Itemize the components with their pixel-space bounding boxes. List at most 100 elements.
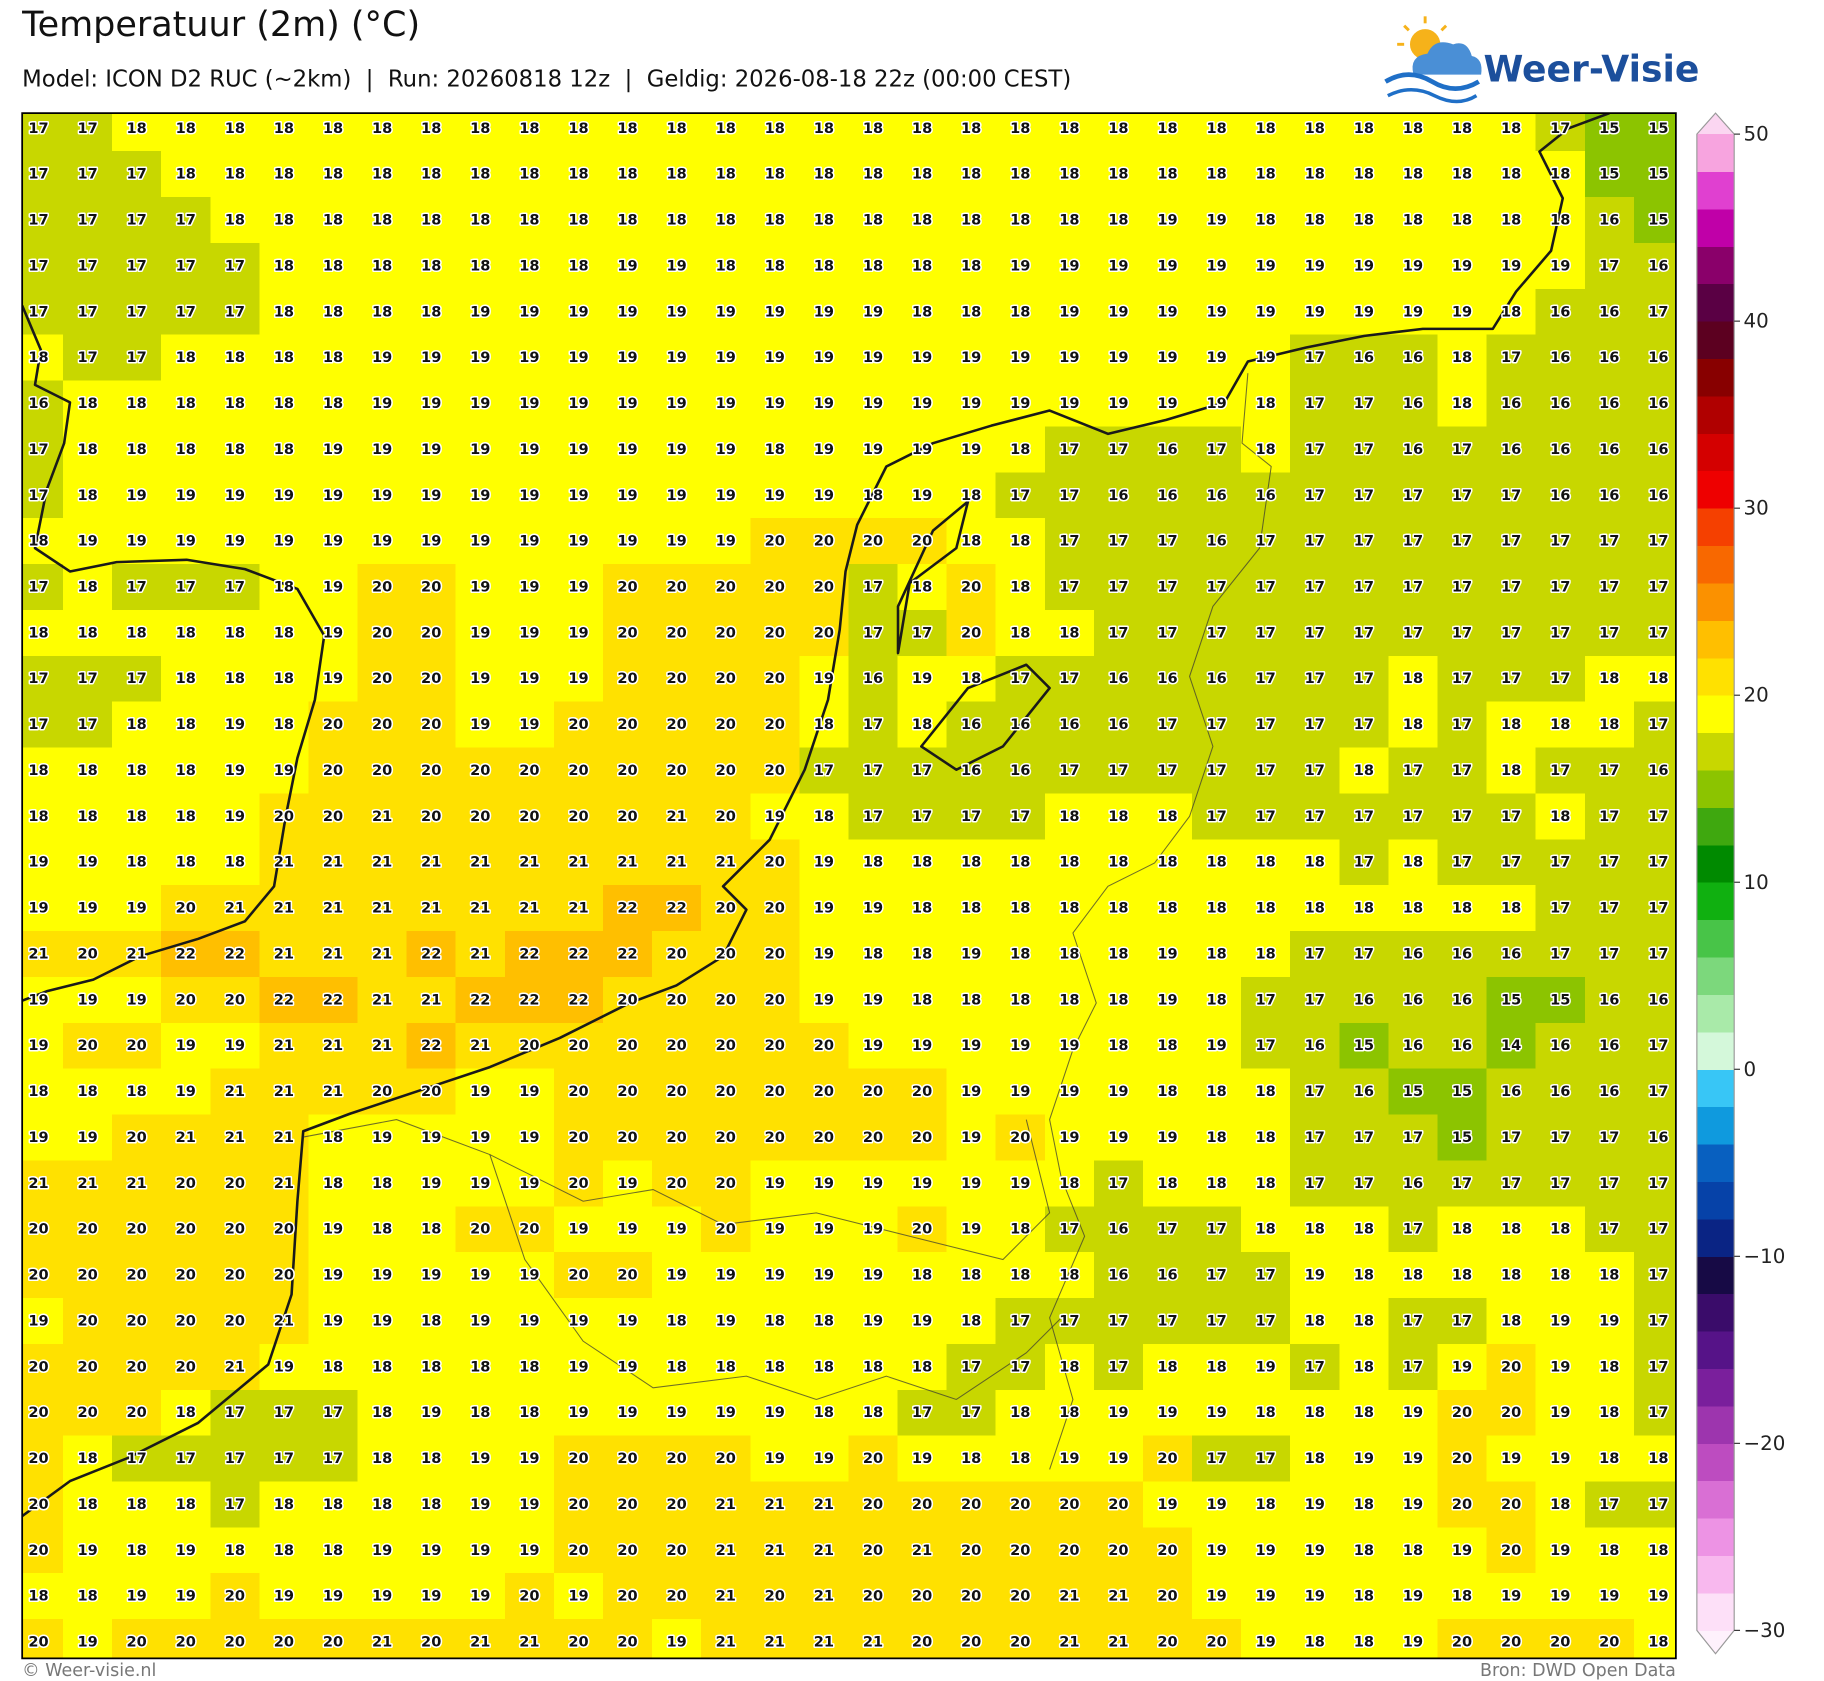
grid-cell — [112, 931, 162, 978]
grid-value-label: 17 — [1108, 1312, 1128, 1329]
grid-value-label: 19 — [421, 1175, 441, 1192]
grid-cell — [1339, 1114, 1390, 1162]
grid-value-label: 17 — [1599, 624, 1619, 641]
grid-cell — [1388, 1206, 1439, 1253]
grid-value-label: 20 — [716, 1129, 736, 1146]
grid-value-label: 16 — [1305, 1037, 1325, 1054]
grid-value-label: 19 — [519, 1312, 539, 1329]
grid-cell — [897, 334, 948, 382]
grid-value-label: 17 — [1403, 1312, 1423, 1329]
grid-cell — [406, 1389, 457, 1437]
grid-cell — [701, 931, 751, 978]
grid-value-label: 19 — [912, 1312, 932, 1329]
grid-value-label: 19 — [1550, 1450, 1570, 1467]
grid-value-label: 18 — [323, 1129, 343, 1146]
grid-cell — [1290, 885, 1341, 932]
grid-value-label: 16 — [1648, 257, 1668, 274]
grid-cell — [1241, 197, 1291, 244]
grid-cell — [750, 1160, 801, 1207]
grid-value-label: 18 — [716, 257, 736, 274]
grid-value-label: 20 — [1157, 1588, 1177, 1605]
grid-value-label: 17 — [1648, 1312, 1668, 1329]
grid-cell — [1142, 151, 1193, 198]
grid-cell — [210, 1068, 261, 1116]
grid-cell — [308, 1298, 359, 1345]
grid-value-label: 19 — [77, 1129, 97, 1146]
grid-cell — [1388, 426, 1439, 474]
grid-value-label: 20 — [617, 716, 637, 733]
grid-cell — [799, 1068, 850, 1116]
grid-cell — [161, 885, 212, 932]
grid-value-label: 17 — [1010, 1312, 1030, 1329]
grid-value-label: 19 — [1059, 1129, 1079, 1146]
grid-cell — [1486, 472, 1537, 519]
grid-value-label: 19 — [1108, 1129, 1128, 1146]
grid-cell — [357, 1573, 408, 1620]
grid-value-label: 19 — [667, 1404, 687, 1421]
grid-cell — [1388, 1343, 1439, 1391]
grid-value-label: 20 — [176, 1267, 196, 1284]
grid-value-label: 19 — [912, 441, 932, 458]
grid-cell — [1486, 1114, 1537, 1162]
grid-cell — [1290, 793, 1341, 840]
grid-value-label: 18 — [127, 762, 147, 779]
grid-cell — [1241, 288, 1291, 336]
grid-cell — [1192, 931, 1242, 978]
grid-value-label: 18 — [1354, 1358, 1374, 1375]
grid-cell — [1437, 113, 1488, 152]
grid-cell — [603, 564, 653, 611]
grid-cell — [553, 1573, 604, 1620]
grid-value-label: 19 — [716, 1404, 736, 1421]
grid-cell — [1584, 1114, 1635, 1162]
grid-cell — [308, 1252, 359, 1299]
grid-cell — [112, 426, 162, 474]
grid-cell — [112, 1114, 162, 1162]
grid-value-label: 20 — [519, 1588, 539, 1605]
grid-cell — [1633, 1068, 1676, 1116]
grid-cell — [308, 1343, 359, 1391]
grid-cell — [308, 1022, 359, 1070]
grid-cell — [357, 747, 408, 795]
grid-cell — [22, 609, 64, 657]
grid-cell — [357, 839, 408, 886]
grid-value-label: 18 — [1256, 1221, 1276, 1238]
grid-value-label: 19 — [470, 441, 490, 458]
grid-cell — [750, 655, 801, 703]
grid-value-label: 18 — [1206, 945, 1226, 962]
grid-cell — [406, 380, 457, 428]
grid-value-label: 18 — [1354, 1542, 1374, 1559]
grid-cell — [799, 1481, 850, 1529]
grid-cell — [63, 518, 113, 565]
grid-value-label: 15 — [1550, 991, 1570, 1008]
grid-value-label: 18 — [1256, 1404, 1276, 1421]
grid-cell — [406, 747, 457, 795]
grid-value-label: 19 — [617, 395, 637, 412]
grid-cell — [1290, 701, 1341, 749]
grid-cell — [652, 564, 702, 611]
grid-value-label: 17 — [1206, 1267, 1226, 1284]
grid-value-label: 19 — [77, 900, 97, 917]
grid-cell — [1142, 793, 1193, 840]
grid-cell — [1633, 655, 1676, 703]
grid-value-label: 18 — [912, 166, 932, 183]
grid-cell — [455, 976, 506, 1024]
grid-value-label: 20 — [421, 762, 441, 779]
grid-cell — [259, 1527, 310, 1574]
grid-cell — [1388, 334, 1439, 382]
grid-cell — [1584, 1527, 1635, 1574]
grid-cell — [603, 334, 653, 382]
grid-value-label: 18 — [372, 1221, 392, 1238]
grid-cell — [1437, 1022, 1488, 1070]
grid-value-label: 18 — [77, 624, 97, 641]
grid-cell — [1633, 1343, 1676, 1391]
grid-value-label: 17 — [1157, 579, 1177, 596]
grid-cell — [210, 1298, 261, 1345]
grid-cell — [701, 1022, 751, 1070]
grid-cell — [1437, 380, 1488, 428]
grid-value-label: 18 — [961, 900, 981, 917]
grid-value-label: 17 — [1305, 579, 1325, 596]
grid-cell — [210, 1252, 261, 1299]
grid-value-label: 21 — [225, 1083, 245, 1100]
grid-value-label: 22 — [617, 945, 637, 962]
